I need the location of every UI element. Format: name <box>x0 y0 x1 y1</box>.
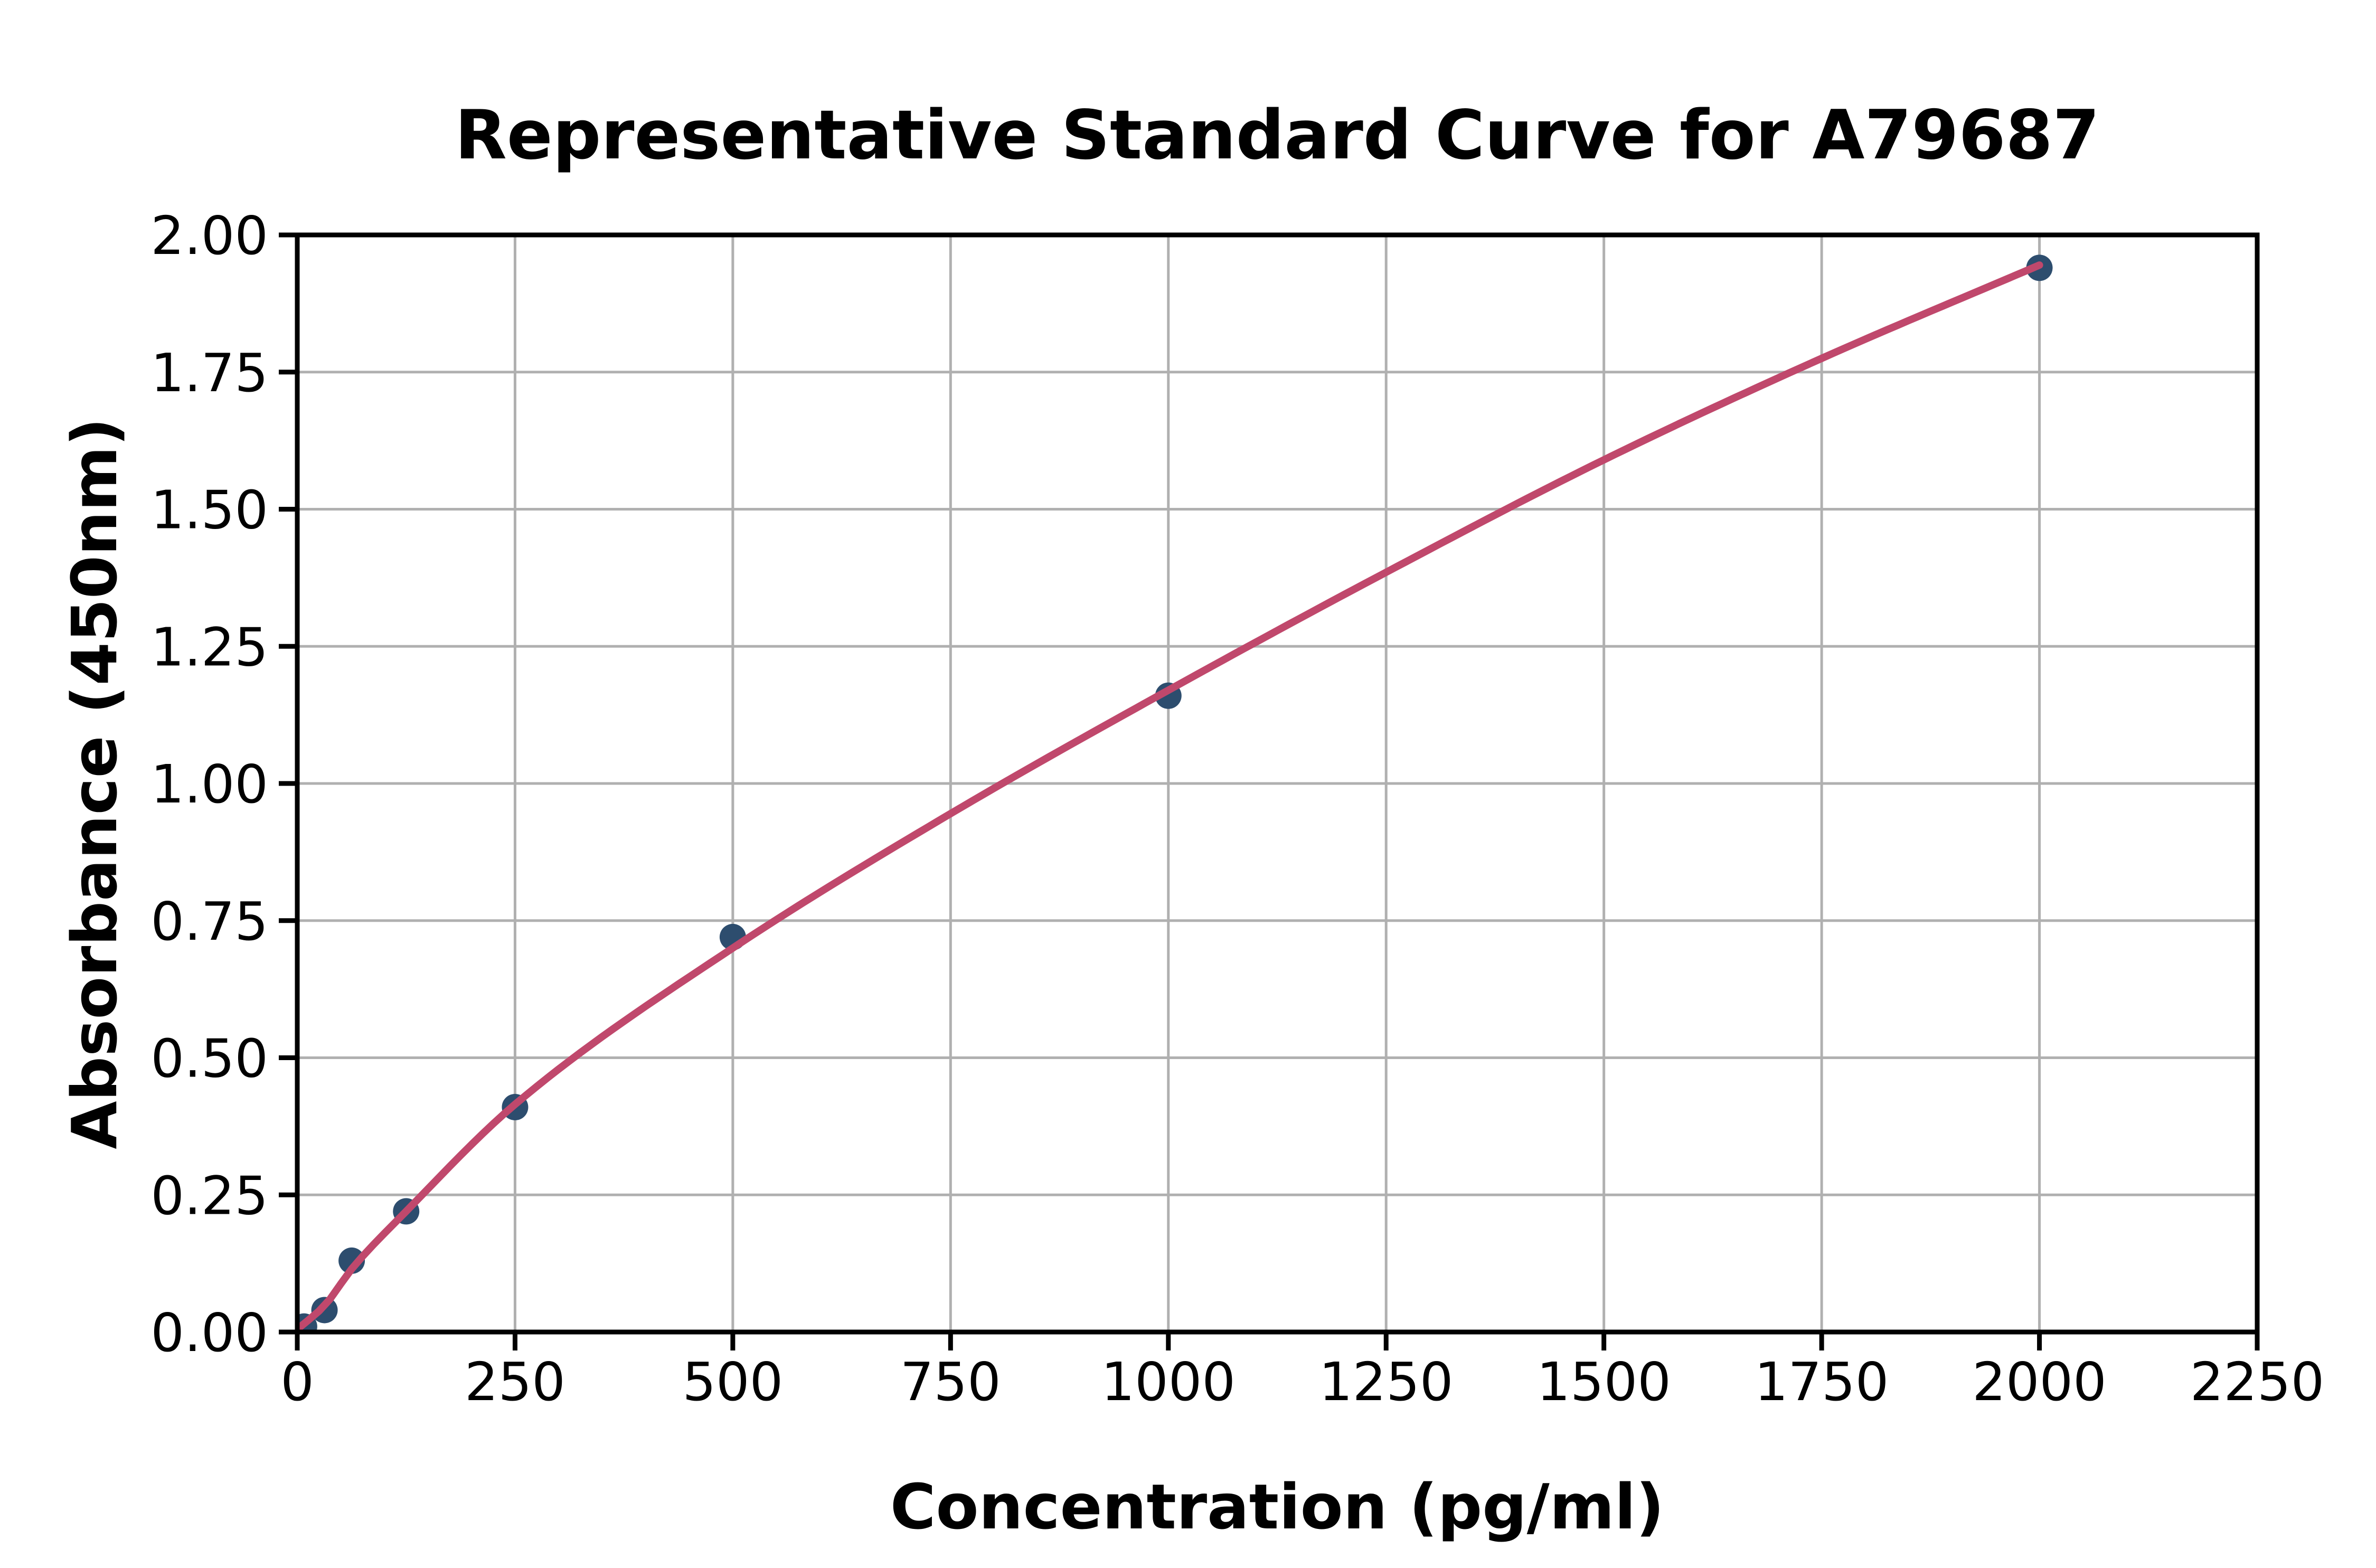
y-tick-label: 0.25 <box>150 1165 268 1226</box>
x-tick-label: 500 <box>682 1351 783 1413</box>
data-point <box>338 1247 365 1274</box>
x-tick-label: 2250 <box>2190 1351 2325 1413</box>
tick-labels: 0 250 500 750 1000 1250 1500 1750 2000 2250 0.00 0.… <box>150 205 2324 1413</box>
x-tick-label: 1500 <box>1536 1351 1671 1413</box>
x-tick-label: 0 <box>280 1351 314 1413</box>
standard-curve-line <box>297 261 2043 1332</box>
x-tick-label: 1750 <box>1755 1351 1889 1413</box>
y-tick-label: 1.50 <box>150 479 268 541</box>
x-tick-label: 1250 <box>1319 1351 1454 1413</box>
x-tick-label: 1000 <box>1101 1351 1236 1413</box>
x-tick-label: 2000 <box>1972 1351 2107 1413</box>
y-tick-label: 0.50 <box>150 1028 268 1090</box>
y-tick-label: 0.00 <box>150 1302 268 1364</box>
y-tick-label: 1.25 <box>150 616 268 678</box>
y-tick-label: 0.75 <box>150 891 268 952</box>
y-tick-label: 1.75 <box>150 342 268 404</box>
y-tick-label: 1.00 <box>150 753 268 815</box>
y-tick-label: 2.00 <box>150 205 268 267</box>
x-tick-label: 250 <box>465 1351 565 1413</box>
y-axis-label: Absorbance (450nm) <box>58 418 131 1149</box>
chart-title: Representative Standard Curve for A79687 <box>455 96 2099 175</box>
tick-marks <box>279 232 2260 1350</box>
x-tick-label: 750 <box>900 1351 1001 1413</box>
x-axis-label: Concentration (pg/ml) <box>890 1470 1664 1543</box>
